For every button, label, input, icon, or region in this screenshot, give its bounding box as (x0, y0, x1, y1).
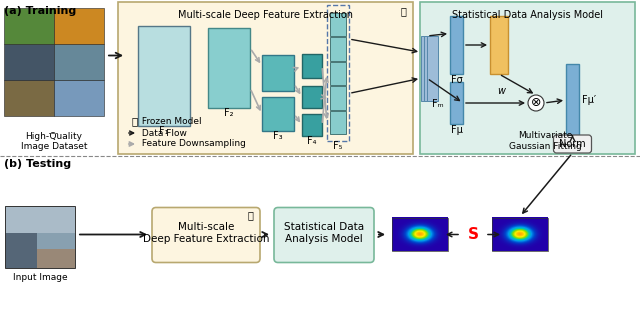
Bar (4, 8, 54, 44)
Bar (330, 13, 346, 36)
Text: ⚿: ⚿ (247, 211, 253, 220)
Text: ...: ... (48, 124, 60, 137)
Bar (262, 97, 294, 131)
Bar (302, 114, 322, 136)
Bar (327, 5, 349, 141)
Bar (420, 2, 635, 154)
Text: F₄: F₄ (307, 136, 317, 146)
Bar (262, 55, 294, 91)
Text: Fμ′: Fμ′ (582, 95, 596, 105)
Circle shape (528, 95, 544, 111)
Bar (450, 16, 463, 74)
Text: Fσ: Fσ (451, 75, 462, 85)
Bar (138, 26, 190, 126)
Bar (330, 111, 346, 134)
Bar (330, 86, 346, 110)
Bar (330, 37, 346, 61)
Text: F₁: F₁ (159, 126, 169, 136)
Bar (5, 205, 75, 268)
Bar (54, 80, 104, 116)
Bar (330, 62, 346, 85)
Text: Fₘ: Fₘ (432, 99, 444, 109)
FancyBboxPatch shape (152, 207, 260, 263)
Text: Multi-scale Deep Feature Extraction: Multi-scale Deep Feature Extraction (178, 10, 353, 20)
Text: Fμ: Fμ (451, 125, 463, 135)
Text: ⚿: ⚿ (400, 6, 406, 16)
Bar (392, 218, 448, 251)
Text: $\otimes$: $\otimes$ (531, 97, 541, 109)
Bar (208, 28, 250, 108)
Bar (5, 205, 75, 268)
Bar (492, 218, 548, 251)
Bar (54, 44, 104, 80)
Bar (4, 44, 54, 80)
Text: Deep Feature Extraction: Deep Feature Extraction (143, 234, 269, 243)
Text: w: w (497, 86, 505, 96)
Text: Frozen Model: Frozen Model (139, 116, 202, 125)
Text: Feature Downsampling: Feature Downsampling (139, 139, 246, 149)
Bar (302, 54, 322, 78)
Bar (427, 36, 438, 101)
Text: Statistical Data Analysis Model: Statistical Data Analysis Model (452, 10, 603, 20)
FancyBboxPatch shape (274, 207, 374, 263)
Bar (490, 16, 508, 74)
Text: F₅: F₅ (333, 141, 342, 151)
Bar (302, 86, 322, 108)
Bar (4, 80, 54, 116)
Text: Norm: Norm (559, 139, 586, 149)
Text: Analysis Model: Analysis Model (285, 234, 363, 243)
Text: F₂: F₂ (224, 108, 234, 118)
Bar (36, 249, 75, 268)
Bar (421, 36, 432, 101)
Text: ⚿: ⚿ (131, 116, 137, 126)
Bar (118, 2, 413, 154)
Text: Multivariate
Gaussian Fitting: Multivariate Gaussian Fitting (509, 131, 581, 151)
Text: S: S (467, 227, 479, 242)
Bar (5, 234, 36, 268)
Bar (54, 8, 104, 44)
Text: Statistical Data: Statistical Data (284, 221, 364, 232)
FancyBboxPatch shape (554, 135, 591, 153)
Bar (424, 36, 435, 101)
Text: F₃: F₃ (273, 131, 283, 141)
Text: High-Quality
Image Dataset: High-Quality Image Dataset (20, 132, 87, 152)
Text: Data Flow: Data Flow (139, 129, 187, 137)
Text: Multi-scale: Multi-scale (178, 221, 234, 232)
Text: (b) Testing: (b) Testing (4, 159, 71, 169)
Text: (a) Training: (a) Training (4, 6, 76, 16)
Bar (450, 82, 463, 124)
Text: Input Image: Input Image (13, 272, 67, 281)
Bar (5, 205, 75, 234)
Bar (566, 64, 579, 136)
